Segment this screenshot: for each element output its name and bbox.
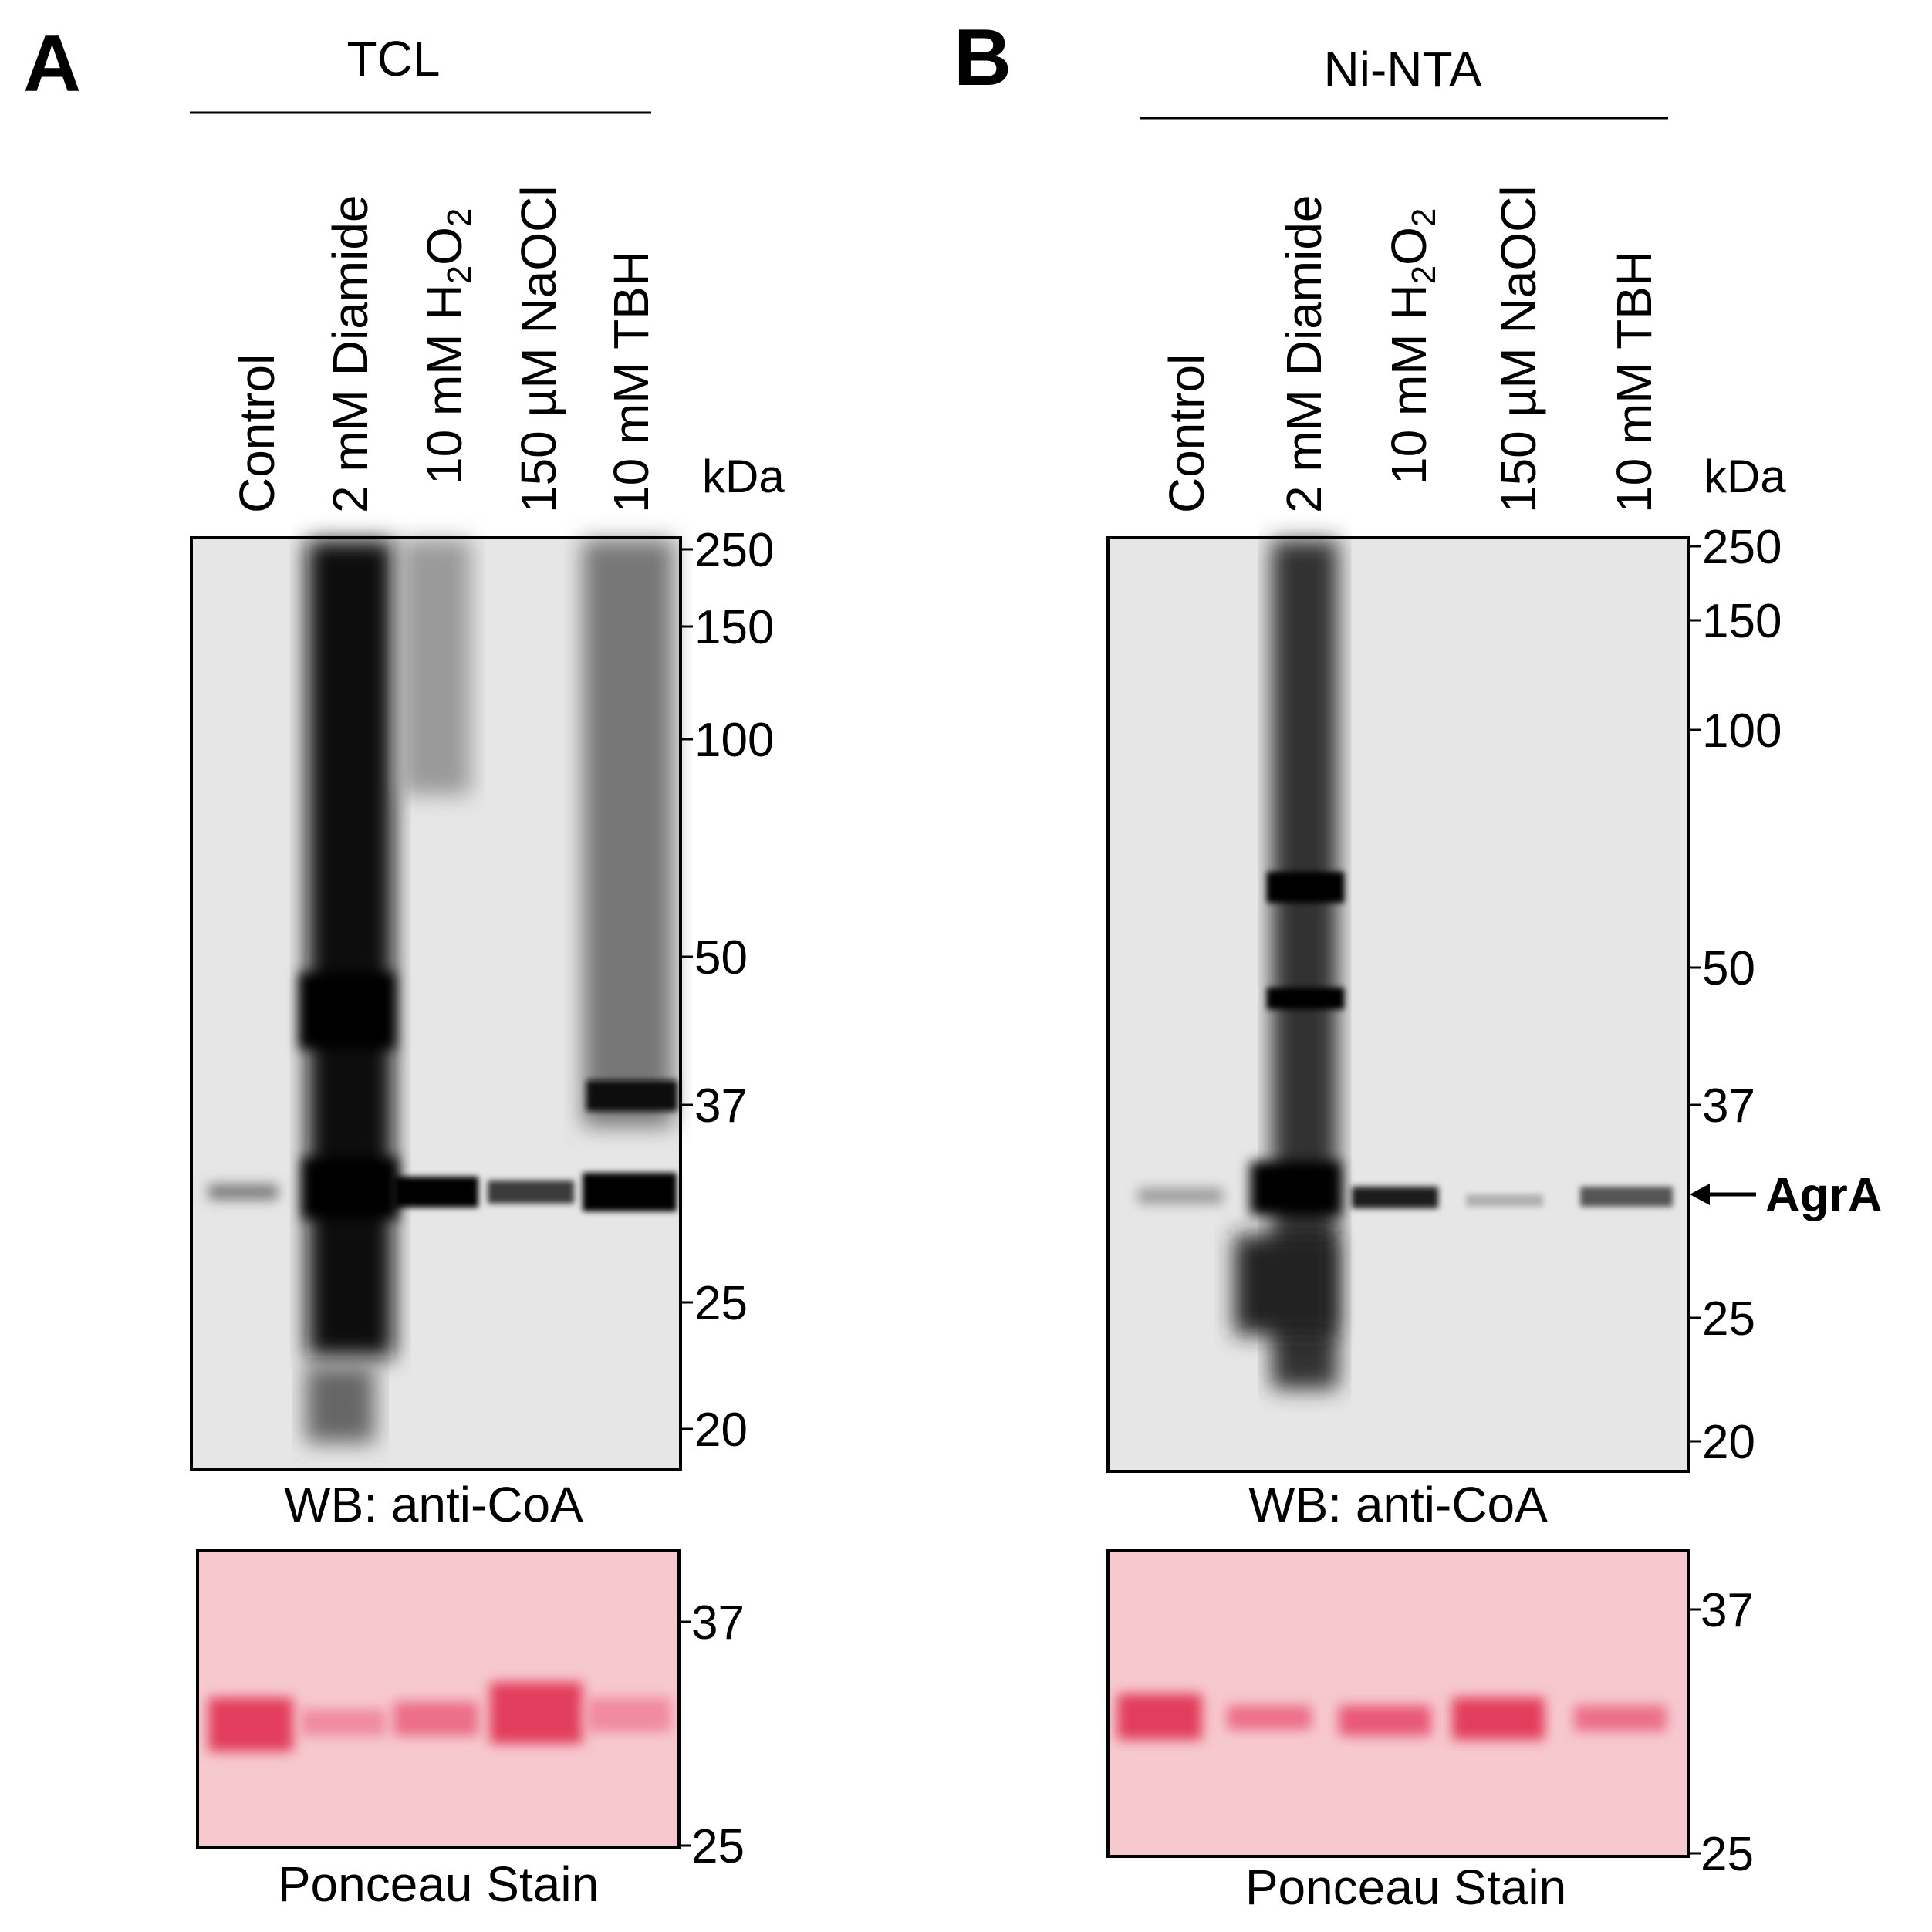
panel-a-band-diamide-agra xyxy=(302,1157,398,1219)
panel-b-kda-label: kDa xyxy=(1704,451,1786,502)
panel-b-lane-label-tbh: 10 mM TBH xyxy=(1606,251,1662,513)
panel-b-ponceau-band-h2o2 xyxy=(1339,1705,1431,1736)
panel-a-ponceau-marker-25: 25 xyxy=(691,1820,745,1873)
panel-a-marker-250: 250 xyxy=(694,524,774,577)
panel-b-band-control-agra xyxy=(1138,1188,1223,1204)
panel-a-lane-label-naocl: 150 µM NaOCl xyxy=(511,185,566,513)
panel-a-lane-label-control: Control xyxy=(229,354,285,513)
panel-a-band-naocl-agra xyxy=(488,1180,574,1204)
panel-b-marker-37: 37 xyxy=(1702,1079,1755,1133)
panel-a-band-diamide-45 xyxy=(299,972,395,1049)
panel-b-lane-label-control: Control xyxy=(1159,354,1214,513)
panel-a-kda-label: kDa xyxy=(702,451,785,502)
panel-a-band-h2o2-agra xyxy=(393,1177,478,1208)
agra-label: AgrA xyxy=(1765,1169,1883,1222)
panel-b-band-diamide-45 xyxy=(1267,988,1344,1009)
panel-a-smear-diamide xyxy=(307,540,393,1358)
panel-b-ponceau-frame xyxy=(1106,1549,1690,1858)
panel-a-ponceau-marker-37: 37 xyxy=(691,1596,745,1650)
panel-a-ponceau-band-h2o2 xyxy=(393,1701,478,1736)
panel-a-ponceau-stain xyxy=(196,1549,681,1849)
panel-b-lane-label-diamide: 2 mM Diamide xyxy=(1276,194,1332,513)
panel-a-marker-50: 50 xyxy=(694,931,748,985)
panel-b-lane-label-h2o2: 10 mM H2O2 xyxy=(1381,208,1443,485)
panel-a-group-label: TCL xyxy=(347,31,441,86)
panel-a-band-tbh-agra xyxy=(583,1173,677,1211)
panel-a-wb-frame xyxy=(190,536,682,1471)
agra-arrow: AgrA xyxy=(1690,1169,1883,1222)
panel-a-lane-label-h2o2: 10 mM H2O2 xyxy=(417,208,478,485)
panel-a-marker-37: 37 xyxy=(694,1079,748,1133)
panel-b: B Ni-NTA Control 2 mM Diamide 10 mM H2O2… xyxy=(954,13,1883,1915)
panel-a-ponceau-frame xyxy=(196,1549,681,1849)
arrow-left-icon xyxy=(1690,1184,1710,1205)
panel-a-letter: A xyxy=(23,19,81,109)
panel-b-ponceau-marker-25: 25 xyxy=(1701,1828,1754,1881)
panel-b-lane-label-naocl: 150 µM NaOCl xyxy=(1491,185,1546,513)
panel-b-ponceau-band-control xyxy=(1117,1694,1202,1740)
panel-b-ponceau-stain xyxy=(1106,1549,1690,1858)
panel-a-marker-25: 25 xyxy=(694,1277,748,1330)
panel-b-marker-250: 250 xyxy=(1702,521,1782,574)
panel-b-band-h2o2-agra xyxy=(1352,1187,1438,1208)
panel-b-ponceau-band-naocl xyxy=(1452,1697,1545,1740)
panel-b-marker-50: 50 xyxy=(1702,942,1755,995)
panel-a-ponceau-caption: Ponceau Stain xyxy=(278,1856,599,1912)
panel-b-marker-100: 100 xyxy=(1702,704,1782,758)
panel-b-ponceau-marker-37: 37 xyxy=(1701,1584,1754,1637)
panel-b-marker-25: 25 xyxy=(1702,1292,1755,1346)
panel-a: A TCL Control 2 mM Diamide 10 mM H2O2 15… xyxy=(23,19,785,1912)
panel-a-smear-h2o2 xyxy=(401,540,471,795)
panel-a-marker-20: 20 xyxy=(694,1403,748,1457)
panel-a-ponceau-band-control xyxy=(208,1697,293,1751)
panel-b-ponceau-background xyxy=(1108,1551,1688,1856)
panel-b-western-blot xyxy=(1106,536,1690,1473)
panel-b-wb-markers: 250 150 100 50 37 25 20 xyxy=(1688,521,1782,1469)
panel-a-smear-diamide-low xyxy=(306,1366,375,1443)
panel-b-ponceau-band-diamide xyxy=(1227,1705,1312,1730)
panel-a-band-control-agra xyxy=(208,1184,278,1200)
panel-a-lane-label-tbh: 10 mM TBH xyxy=(603,251,659,513)
panel-a-wb-caption: WB: anti-CoA xyxy=(284,1477,583,1532)
panel-b-smear-diamide-low xyxy=(1235,1235,1335,1335)
panel-b-marker-150: 150 xyxy=(1702,595,1782,648)
panel-a-ponceau-band-naocl xyxy=(490,1682,583,1744)
panel-a-marker-100: 100 xyxy=(694,714,774,767)
panel-b-band-diamide-60 xyxy=(1267,872,1344,903)
panel-a-ponceau-band-tbh xyxy=(586,1697,671,1732)
panel-b-group-label: Ni-NTA xyxy=(1324,42,1482,97)
panel-b-wb-frame xyxy=(1106,536,1690,1473)
panel-a-marker-150: 150 xyxy=(694,601,774,654)
panel-b-band-naocl-agra xyxy=(1466,1194,1543,1207)
panel-b-wb-caption: WB: anti-CoA xyxy=(1248,1477,1548,1532)
panel-a-ponceau-band-diamide xyxy=(301,1709,386,1736)
panel-a-band-tbh-37 xyxy=(586,1080,677,1111)
panel-a-smear-tbh xyxy=(583,540,674,1126)
panel-b-wb-background xyxy=(1108,538,1688,1471)
panel-b-marker-20: 20 xyxy=(1702,1416,1755,1469)
panel-a-western-blot xyxy=(190,536,682,1471)
panel-a-wb-markers: 250 150 100 50 37 25 20 xyxy=(681,524,774,1457)
panel-b-letter: B xyxy=(954,13,1012,103)
panel-a-lane-label-diamide: 2 mM Diamide xyxy=(323,194,378,513)
panel-b-ponceau-caption: Ponceau Stain xyxy=(1245,1859,1566,1915)
panel-b-ponceau-band-tbh xyxy=(1574,1705,1667,1731)
panel-b-band-tbh-agra xyxy=(1580,1187,1673,1207)
panel-b-band-diamide-agra xyxy=(1250,1161,1341,1215)
